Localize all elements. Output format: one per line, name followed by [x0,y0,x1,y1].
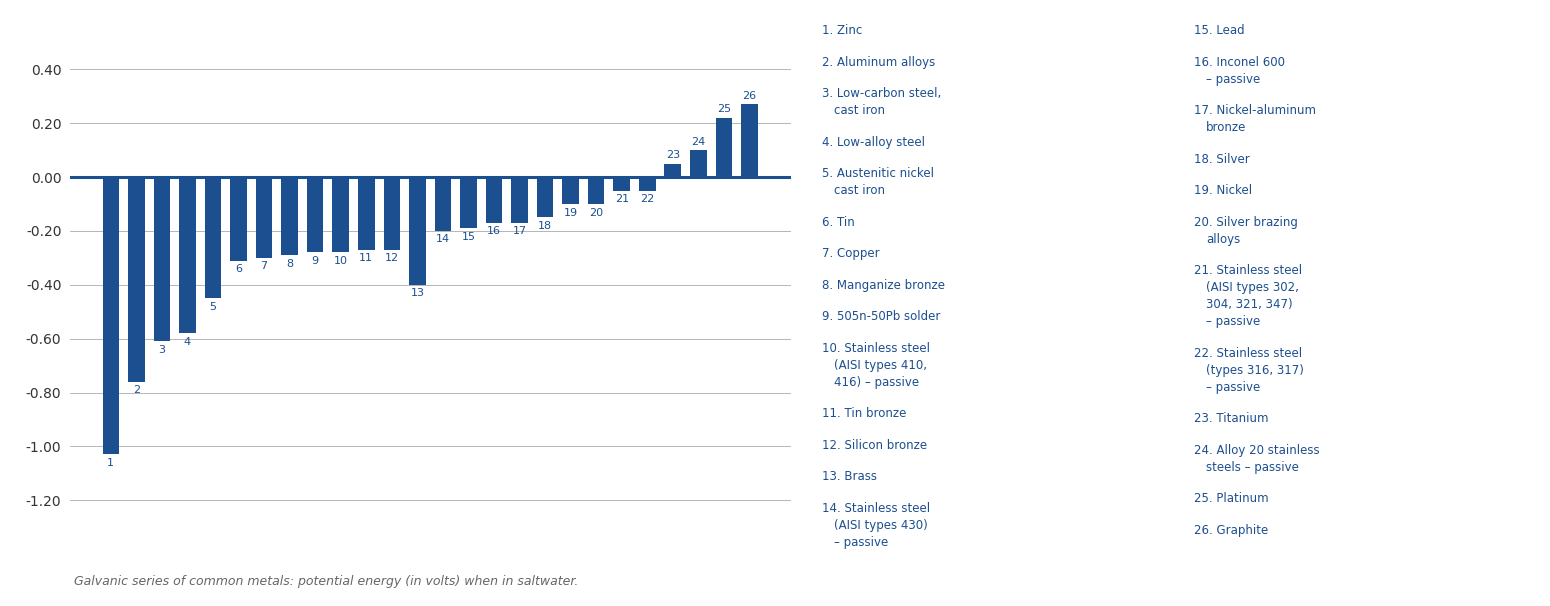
Bar [180,177,195,333]
Text: 5: 5 [209,302,217,312]
Text: 18. Silver: 18. Silver [1194,153,1249,165]
Text: 18: 18 [538,221,552,231]
Text: 304, 321, 347): 304, 321, 347) [1206,298,1293,311]
Text: 25. Platinum: 25. Platinum [1194,492,1268,505]
Bar [563,177,578,204]
Text: 24: 24 [691,136,705,147]
Text: steels – passive: steels – passive [1206,461,1299,473]
Text: 2. Aluminum alloys: 2. Aluminum alloys [822,56,935,68]
Text: 15: 15 [462,231,476,242]
Bar [409,177,426,285]
Text: 26. Graphite: 26. Graphite [1194,524,1268,536]
Text: 16: 16 [487,227,501,236]
Text: 23. Titanium: 23. Titanium [1194,412,1268,425]
Text: 2: 2 [133,385,140,395]
Text: 3: 3 [158,345,166,355]
Text: 9. 505n-50Pb solder: 9. 505n-50Pb solder [822,310,939,323]
Text: 3. Low-carbon steel,: 3. Low-carbon steel, [822,87,941,100]
Text: 5. Austenitic nickel: 5. Austenitic nickel [822,167,933,180]
Text: 22: 22 [640,194,654,204]
Bar [153,177,170,341]
Bar [358,177,375,250]
Text: (AISI types 302,: (AISI types 302, [1206,281,1299,294]
Text: 21: 21 [615,194,629,204]
Text: alloys: alloys [1206,233,1240,245]
Text: 416) – passive: 416) – passive [834,376,919,388]
Text: 1. Zinc: 1. Zinc [822,24,862,37]
Bar [256,177,273,258]
Text: 1: 1 [107,458,115,468]
Bar [512,177,529,223]
Text: 20: 20 [589,207,603,218]
Text: 19. Nickel: 19. Nickel [1194,184,1252,197]
Bar [587,177,605,204]
Text: 6: 6 [236,264,242,274]
Text: 13. Brass: 13. Brass [822,470,876,483]
Text: – passive: – passive [1206,315,1260,328]
Text: 26: 26 [742,91,756,101]
Text: 13: 13 [411,288,425,298]
Text: 4. Low-alloy steel: 4. Low-alloy steel [822,136,924,148]
Bar [485,177,502,223]
Text: cast iron: cast iron [834,104,885,117]
Text: (AISI types 410,: (AISI types 410, [834,359,927,371]
Text: 23: 23 [666,150,680,160]
Bar [614,177,629,190]
Text: (AISI types 430): (AISI types 430) [834,519,927,531]
Text: 17. Nickel-aluminum: 17. Nickel-aluminum [1194,104,1316,117]
Bar [307,177,324,253]
Text: 4: 4 [184,337,191,347]
Text: 8: 8 [287,259,293,268]
Bar [665,164,680,177]
Bar [639,177,656,190]
Text: 14. Stainless steel: 14. Stainless steel [822,502,930,514]
Bar [205,177,222,298]
Text: – passive: – passive [1206,381,1260,393]
Bar [383,177,400,250]
Text: 10. Stainless steel: 10. Stainless steel [822,342,930,355]
Text: 12: 12 [384,253,398,264]
Text: bronze: bronze [1206,121,1246,134]
Text: 24. Alloy 20 stainless: 24. Alloy 20 stainless [1194,444,1319,456]
Text: 14: 14 [436,235,450,244]
Text: 25: 25 [716,104,732,115]
Bar [741,104,758,177]
Text: 17: 17 [513,227,527,236]
Text: 16. Inconel 600: 16. Inconel 600 [1194,56,1285,68]
Text: Galvanic series of common metals: potential energy (in volts) when in saltwater.: Galvanic series of common metals: potent… [74,575,578,588]
Bar [434,177,451,231]
Text: 19: 19 [564,207,578,218]
Bar [536,177,553,218]
Bar [460,177,477,228]
Text: – passive: – passive [834,536,888,548]
Text: (types 316, 317): (types 316, 317) [1206,364,1304,376]
Text: 22. Stainless steel: 22. Stainless steel [1194,347,1302,359]
Text: – passive: – passive [1206,73,1260,85]
Bar [282,177,298,255]
Bar [231,177,246,261]
Bar [332,177,349,253]
Text: 15. Lead: 15. Lead [1194,24,1245,37]
Bar [716,118,732,177]
Text: 7: 7 [260,261,268,271]
Text: 11. Tin bronze: 11. Tin bronze [822,407,905,420]
Bar [129,177,144,382]
Bar [102,177,119,454]
Text: 12. Silicon bronze: 12. Silicon bronze [822,439,927,451]
Text: 21. Stainless steel: 21. Stainless steel [1194,264,1302,277]
Text: 10: 10 [333,256,347,266]
Text: 6. Tin: 6. Tin [822,216,854,228]
Text: 11: 11 [360,253,374,264]
Text: 20. Silver brazing: 20. Silver brazing [1194,216,1297,228]
Bar [690,150,707,177]
Text: 9: 9 [312,256,319,266]
Text: 7. Copper: 7. Copper [822,247,879,260]
Text: 8. Manganize bronze: 8. Manganize bronze [822,279,944,291]
Text: cast iron: cast iron [834,184,885,197]
